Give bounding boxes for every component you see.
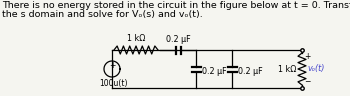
Text: +: + (304, 52, 310, 61)
Text: the s domain and solve for Vₒ(s) and vₒ(t).: the s domain and solve for Vₒ(s) and vₒ(… (2, 10, 203, 19)
Text: 0.2 μF: 0.2 μF (202, 67, 226, 77)
Text: 0.2 μF: 0.2 μF (166, 34, 190, 43)
Text: 0.2 μF: 0.2 μF (238, 67, 262, 77)
Text: vₒ(t): vₒ(t) (307, 65, 324, 74)
Text: There is no energy stored in the circuit in the figure below at t = 0. Transform: There is no energy stored in the circuit… (2, 1, 350, 10)
Text: 100u(t): 100u(t) (99, 79, 127, 88)
Text: 1 kΩ: 1 kΩ (278, 65, 296, 74)
Text: −: − (304, 77, 310, 86)
Text: +: + (109, 61, 115, 70)
Text: 1 kΩ: 1 kΩ (127, 34, 145, 43)
